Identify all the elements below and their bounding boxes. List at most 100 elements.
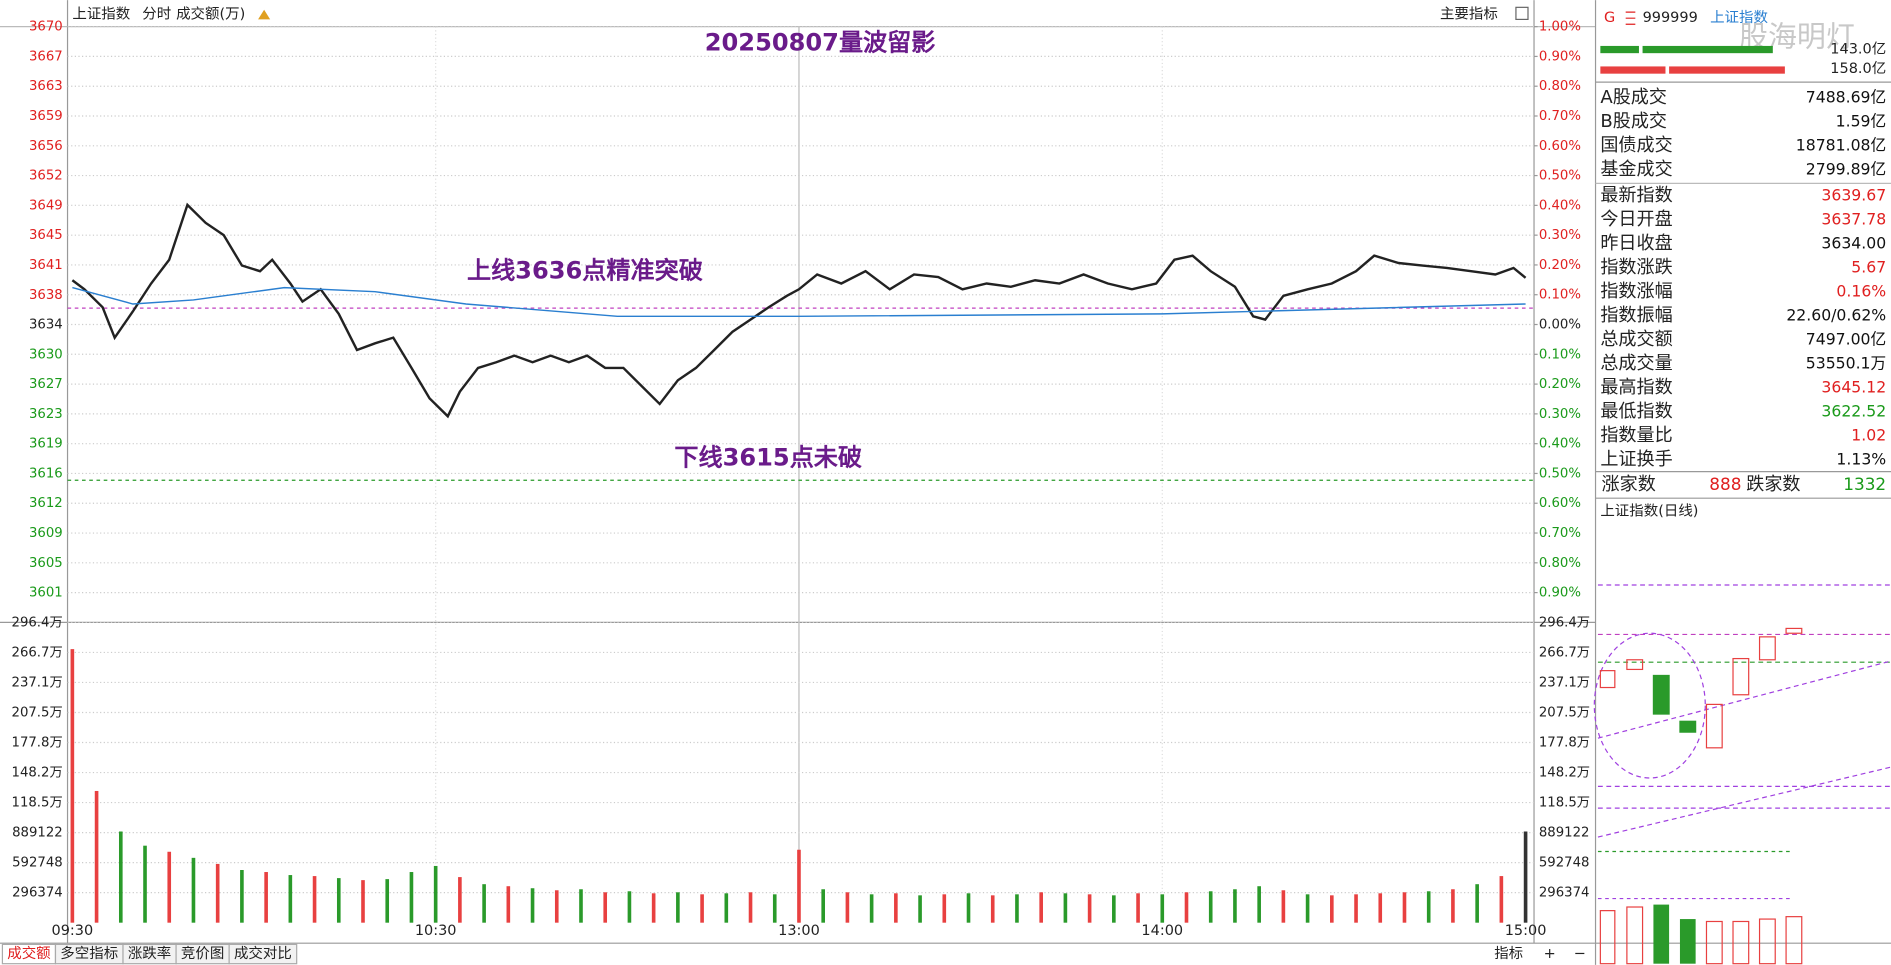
tab-label[interactable]: 涨跌率 <box>128 945 171 962</box>
toolbar-indicator[interactable]: 主要指标 <box>1440 6 1498 23</box>
y2-tick-label: 0.70% <box>1539 109 1581 124</box>
y2-tick-label: 296.4万 <box>1539 615 1590 630</box>
annotation: 上线3636点精准突破 <box>467 256 704 284</box>
tab-label[interactable]: 竞价图 <box>181 944 224 962</box>
volume-bar <box>409 872 414 923</box>
y2-tick-label: 0.90% <box>1539 49 1581 64</box>
volume-bar <box>1705 920 1723 965</box>
y2-tick-label: 0.30% <box>1539 407 1581 422</box>
bar-label: 158.0亿 <box>1830 60 1886 77</box>
volume-bar <box>1112 895 1116 923</box>
volume-bar <box>70 649 75 923</box>
volume-bar <box>942 894 947 923</box>
footer-indicator[interactable]: 指标 <box>1494 945 1523 962</box>
stat-value: 7497.00亿 <box>1806 330 1886 349</box>
stat-value: 18781.08亿 <box>1796 135 1886 154</box>
tab-label[interactable]: 成交对比 <box>234 944 292 962</box>
volume-bar <box>990 895 995 923</box>
volume-bar <box>772 894 777 923</box>
volume-bar <box>1015 894 1019 923</box>
volume-bar <box>361 880 365 923</box>
candle <box>1626 659 1644 671</box>
y2-tick-label: 0.40% <box>1539 198 1581 213</box>
y-tick-label: 3619 <box>29 437 63 452</box>
y2-tick-label: 0.60% <box>1539 139 1581 154</box>
volume-bar <box>1063 893 1068 923</box>
volume-bar <box>191 857 196 923</box>
stat-value: 2799.89亿 <box>1806 159 1886 178</box>
stat-label: 最新指数 <box>1600 185 1672 206</box>
y-tick-label: 118.5万 <box>12 796 63 811</box>
average-line <box>72 286 1526 318</box>
volume-bar <box>918 895 922 923</box>
volume-bar <box>433 865 438 923</box>
menu-icon[interactable] <box>1625 11 1636 25</box>
tab[interactable] <box>228 943 298 965</box>
y-tick-label: 889122 <box>12 826 63 841</box>
volume-bar <box>966 893 971 923</box>
volume-bar <box>118 831 123 923</box>
volume-bar <box>1626 906 1644 965</box>
stat-value: 3639.67 <box>1821 186 1886 205</box>
volume-bar <box>1426 891 1431 923</box>
toolbar-mode[interactable]: 分时 <box>142 6 171 23</box>
volume-bar <box>1233 889 1237 923</box>
y-tick-label: 237.1万 <box>12 675 63 690</box>
panel-tag: G <box>1604 10 1615 26</box>
volume-bar <box>603 892 608 923</box>
volume-bar <box>1758 918 1776 965</box>
volume-bar <box>1499 876 1504 923</box>
y-tick-label: 3641 <box>29 258 63 273</box>
zoom-in[interactable]: + <box>1544 946 1556 962</box>
candle <box>1705 703 1723 749</box>
volume-bar <box>651 893 656 923</box>
y-tick-label: 3667 <box>29 49 63 64</box>
toolbar-name[interactable]: 上证指数 <box>72 6 130 23</box>
volume-bar <box>1208 891 1213 923</box>
bar <box>1600 45 1639 54</box>
bell-icon[interactable] <box>258 9 271 20</box>
candle <box>1679 720 1697 733</box>
y2-tick-label: 889122 <box>1539 826 1590 841</box>
stat-value: 53550.1万 <box>1806 354 1886 373</box>
y-tick-label: 3627 <box>29 377 63 392</box>
volume-bar <box>1039 892 1043 923</box>
toolbar-unit[interactable]: 成交额(万) <box>176 5 245 23</box>
tab-label[interactable]: 多空指标 <box>60 945 118 962</box>
x-tick-label: 09:30 <box>52 923 94 939</box>
stat-label: B股成交 <box>1600 111 1667 132</box>
mini-title: 上证指数(日线) <box>1600 502 1698 519</box>
bar <box>1669 66 1785 74</box>
toggle-icon[interactable] <box>1515 6 1529 21</box>
volume-bar <box>869 894 874 923</box>
x-tick-label: 15:00 <box>1505 923 1547 939</box>
y-tick-label: 3616 <box>29 466 63 481</box>
mini-chart <box>1593 584 1891 965</box>
volume-bar <box>312 876 317 923</box>
tab-label[interactable]: 成交额 <box>7 944 51 962</box>
y2-tick-label: 0.60% <box>1539 496 1581 511</box>
candle <box>1785 627 1803 634</box>
volume-bar <box>1599 910 1616 965</box>
stat-label: 总成交量 <box>1600 353 1672 374</box>
y2-tick-label: 0.70% <box>1539 526 1581 541</box>
y2-tick-label: 0.50% <box>1539 169 1581 184</box>
volume-bar <box>1785 916 1803 965</box>
x-tick-label: 13:00 <box>778 923 820 939</box>
y2-tick-label: 0.50% <box>1539 466 1581 481</box>
y2-tick-label: 237.1万 <box>1539 675 1590 690</box>
stat-label: 昨日收盘 <box>1600 233 1672 254</box>
stat-value: 1.02 <box>1851 426 1886 445</box>
y-tick-label: 3659 <box>29 109 63 124</box>
stat-value: 3622.52 <box>1821 402 1886 421</box>
stat-label: 指数涨跌 <box>1600 257 1672 278</box>
stat-value: 3645.12 <box>1821 378 1886 397</box>
y-tick-label: 207.5万 <box>12 705 63 720</box>
y-tick-label: 177.8万 <box>12 736 63 751</box>
zoom-out[interactable]: − <box>1574 946 1586 962</box>
volume-bar <box>1184 892 1189 923</box>
y2-tick-label: 0.90% <box>1539 586 1581 601</box>
breadth-label: 跌家数 <box>1746 474 1800 495</box>
stat-label: A股成交 <box>1600 87 1667 108</box>
volume-bar <box>821 889 826 923</box>
